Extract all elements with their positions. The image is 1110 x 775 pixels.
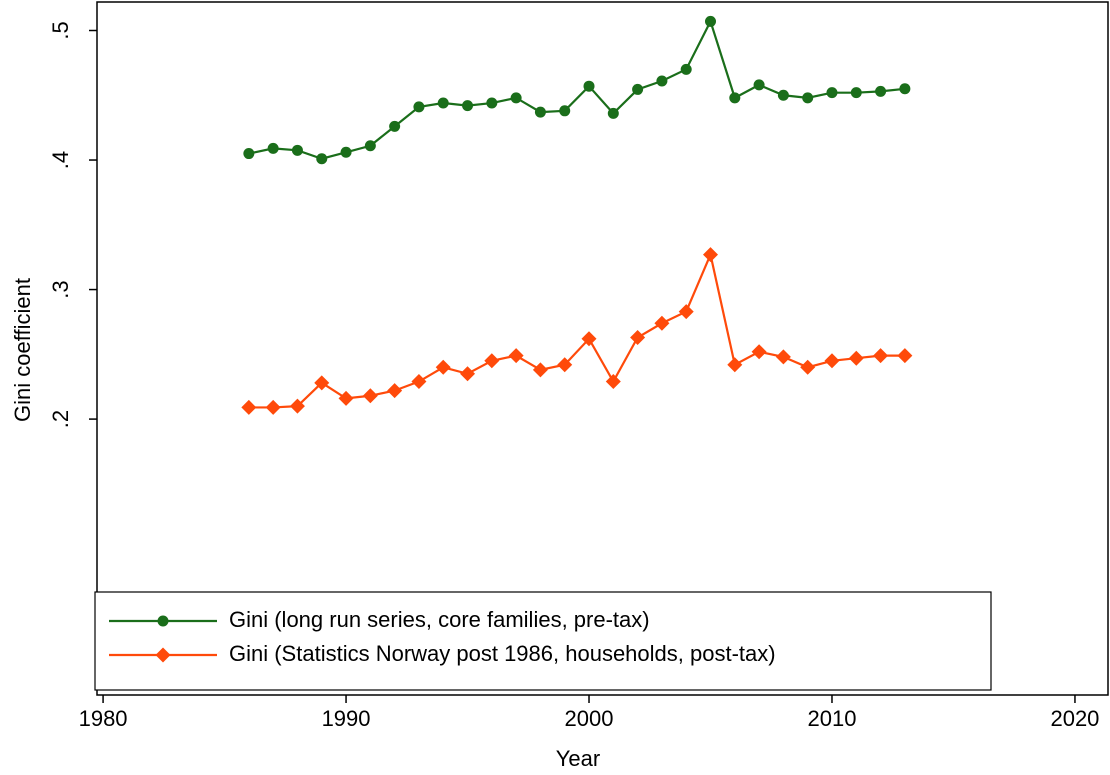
y-tick-label: .2 <box>48 410 73 428</box>
data-point <box>338 390 354 406</box>
data-point <box>751 344 767 360</box>
data-point <box>802 92 814 104</box>
data-point <box>678 304 694 320</box>
legend-label: Gini (Statistics Norway post 1986, house… <box>229 641 776 666</box>
y-tick-label: .4 <box>48 151 73 169</box>
data-point <box>826 87 838 99</box>
legend-box <box>94 591 992 691</box>
data-point <box>508 348 524 364</box>
x-axis-title: Year <box>556 746 600 771</box>
series-line <box>248 250 905 409</box>
data-point <box>729 92 741 104</box>
x-tick-label: 2010 <box>808 706 857 731</box>
data-point <box>899 83 911 95</box>
data-point <box>362 388 378 404</box>
data-point <box>824 353 840 369</box>
data-point <box>777 89 789 101</box>
x-tick-label: 2000 <box>565 706 614 731</box>
data-point <box>727 357 743 373</box>
y-axis-title: Gini coefficient <box>10 278 35 422</box>
data-point <box>800 359 816 375</box>
data-point <box>848 350 864 366</box>
data-point <box>534 106 546 118</box>
y-tick-label: .5 <box>48 21 73 39</box>
data-point <box>897 348 913 364</box>
data-point <box>680 63 692 75</box>
legend-marker <box>157 615 169 627</box>
data-point <box>364 140 376 152</box>
data-point <box>654 315 670 331</box>
data-point <box>267 142 279 154</box>
data-point <box>656 75 668 87</box>
series-line <box>248 18 905 160</box>
data-point <box>314 375 330 391</box>
data-point <box>753 79 765 91</box>
data-point <box>437 97 449 109</box>
data-point <box>291 144 303 156</box>
data-point <box>241 399 257 415</box>
data-point <box>411 374 427 390</box>
data-point <box>460 366 476 382</box>
data-point <box>316 153 328 165</box>
data-point <box>559 105 571 117</box>
x-tick-label: 1980 <box>79 706 128 731</box>
data-point <box>705 15 717 27</box>
data-point <box>703 247 719 263</box>
data-point <box>435 359 451 375</box>
data-point <box>289 398 305 414</box>
data-point <box>607 107 619 119</box>
y-tick-label: .3 <box>48 280 73 298</box>
data-point <box>875 85 887 97</box>
data-point <box>632 83 644 95</box>
data-point <box>873 348 889 364</box>
data-point <box>532 362 548 378</box>
plot-frame <box>96 1 1109 696</box>
x-tick-label: 1990 <box>322 706 371 731</box>
legend-label: Gini (long run series, core families, pr… <box>229 607 650 632</box>
data-point <box>850 87 862 99</box>
data-point <box>605 374 621 390</box>
data-point <box>340 146 352 158</box>
data-point <box>462 100 474 112</box>
data-point <box>484 353 500 369</box>
data-point <box>581 331 597 347</box>
data-point <box>775 349 791 365</box>
data-point <box>486 97 498 109</box>
data-point <box>265 399 281 415</box>
data-point <box>387 383 403 399</box>
data-point <box>413 101 425 113</box>
data-point <box>243 148 255 160</box>
data-point <box>583 80 595 92</box>
x-tick-label: 2020 <box>1050 706 1099 731</box>
data-point <box>389 120 401 132</box>
legend-marker <box>155 647 171 663</box>
data-point <box>630 329 646 345</box>
data-point <box>557 357 573 373</box>
data-point <box>510 92 522 104</box>
